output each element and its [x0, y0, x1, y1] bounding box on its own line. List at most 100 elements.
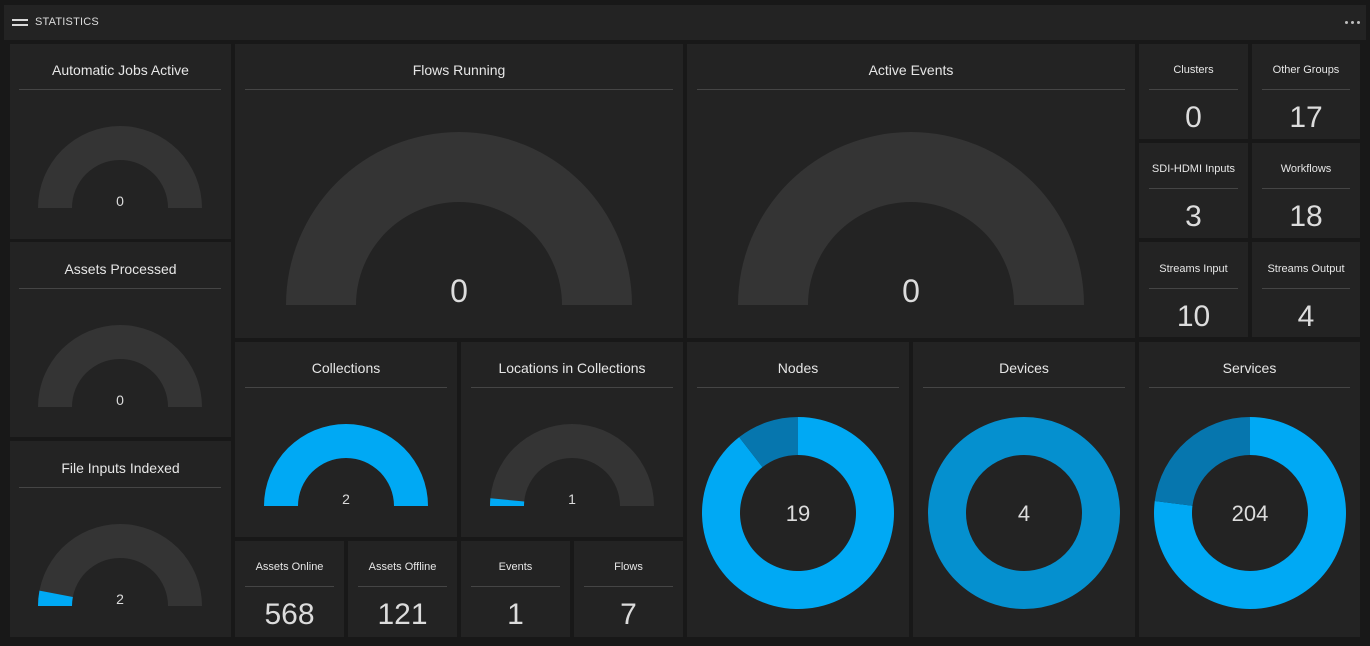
- automatic-jobs-active-gauge: 0: [38, 126, 202, 209]
- clusters-panel: Clusters 0: [1139, 44, 1248, 139]
- services-panel: Services 204: [1139, 342, 1360, 637]
- gauge-track: [38, 524, 202, 606]
- gauge-fill: [490, 498, 525, 506]
- title-divider: [245, 387, 447, 388]
- stat-value: 17: [1289, 100, 1323, 134]
- title-divider: [1262, 288, 1350, 289]
- gauge-track: [38, 126, 202, 208]
- panel-title: Devices: [999, 359, 1049, 376]
- automatic-jobs-active-panel: Automatic Jobs Active 0: [10, 44, 231, 239]
- donut-segment: [928, 417, 1120, 609]
- panel-title: Active Events: [868, 61, 954, 78]
- panel-title: SDI-HDMI Inputs: [1151, 163, 1236, 176]
- panel-title: Workflows: [1280, 163, 1332, 176]
- title-divider: [697, 387, 899, 388]
- panel-title: Other Groups: [1272, 64, 1340, 77]
- title-divider: [1262, 89, 1350, 90]
- gauge-fill: [38, 590, 73, 606]
- flows-running-panel: Flows Running 0: [235, 44, 683, 338]
- devices-donut: 4: [928, 417, 1120, 609]
- title-divider: [245, 89, 673, 90]
- services-donut: 204: [1154, 417, 1346, 609]
- nodes-panel: Nodes 19: [687, 342, 909, 637]
- gauge-value: 2: [342, 491, 350, 507]
- devices-panel: Devices 4: [913, 342, 1135, 637]
- gauge-track: [738, 132, 1084, 305]
- donut-segment: [702, 417, 894, 609]
- title-divider: [1262, 188, 1350, 189]
- header-bar: [4, 5, 1366, 40]
- gauge-value: 0: [450, 273, 468, 309]
- more-dots-icon[interactable]: [1344, 18, 1362, 28]
- stat-value: 121: [377, 597, 428, 631]
- sdi-hdmi-inputs-panel: SDI-HDMI Inputs 3: [1139, 143, 1248, 238]
- panel-title: Locations in Collections: [498, 359, 646, 376]
- collections-panel: Collections 2: [235, 342, 457, 537]
- donut-segment: [739, 417, 798, 468]
- panel-title: File Inputs Indexed: [61, 459, 180, 476]
- stat-value: 3: [1185, 199, 1202, 233]
- hamburger-menu-icon[interactable]: [12, 19, 28, 27]
- title-divider: [19, 89, 221, 90]
- title-divider: [1149, 387, 1350, 388]
- title-divider: [471, 387, 673, 388]
- assets-processed-gauge: 0: [38, 325, 202, 408]
- panel-title: Assets Offline: [368, 561, 437, 574]
- panel-title: Flows: [614, 561, 643, 574]
- panel-title: Nodes: [777, 359, 819, 376]
- gauge-track: [490, 424, 654, 506]
- title-divider: [358, 586, 447, 587]
- stat-value: 1: [507, 597, 524, 631]
- panel-title: Clusters: [1173, 64, 1214, 77]
- title-divider: [1149, 288, 1238, 289]
- gauge-track: [286, 132, 632, 305]
- panel-title: Flows Running: [412, 61, 506, 78]
- panel-title: Services: [1222, 359, 1277, 376]
- panel-title: Automatic Jobs Active: [52, 61, 189, 78]
- streams-output-panel: Streams Output 4: [1252, 242, 1360, 337]
- stat-value: 4: [1297, 299, 1315, 333]
- gauge-track: [38, 325, 202, 407]
- events-panel: Events 1: [461, 541, 570, 637]
- flows-running-gauge: 0: [286, 132, 632, 309]
- gauge-value: 0: [902, 273, 920, 309]
- locations-in-collections-gauge: 1: [490, 424, 654, 507]
- title-divider: [471, 586, 560, 587]
- title-divider: [245, 586, 334, 587]
- gauge-value: 1: [568, 491, 576, 507]
- workflows-panel: Workflows 18: [1252, 143, 1360, 238]
- active-events-panel: Active Events 0: [687, 44, 1135, 338]
- section-title: STATISTICS: [35, 16, 99, 28]
- assets-processed-panel: Assets Processed 0: [10, 242, 231, 437]
- title-divider: [19, 288, 221, 289]
- panel-title: Streams Input: [1159, 263, 1228, 276]
- collections-gauge: 2: [264, 424, 428, 507]
- donut-value: 204: [1232, 501, 1269, 526]
- file-inputs-indexed-panel: File Inputs Indexed 2: [10, 441, 231, 637]
- title-divider: [19, 487, 221, 488]
- stat-value: 10: [1176, 299, 1211, 333]
- flows-panel: Flows 7: [574, 541, 683, 637]
- title-divider: [923, 387, 1125, 388]
- donut-segment: [1154, 417, 1346, 609]
- panel-title: Events: [498, 561, 533, 574]
- title-divider: [1149, 188, 1238, 189]
- panel-title: Assets Online: [255, 561, 324, 574]
- active-events-gauge: 0: [738, 132, 1084, 309]
- stat-value: 568: [264, 597, 315, 631]
- title-divider: [1149, 89, 1238, 90]
- assets-offline-panel: Assets Offline 121: [348, 541, 457, 637]
- other-groups-panel: Other Groups 17: [1252, 44, 1360, 139]
- streams-input-panel: Streams Input 10: [1139, 242, 1248, 337]
- gauge-value: 2: [116, 591, 124, 607]
- stat-value: 7: [620, 597, 637, 631]
- assets-online-panel: Assets Online 568: [235, 541, 344, 637]
- gauge-fill: [264, 424, 428, 506]
- gauge-value: 0: [116, 392, 124, 408]
- statistics-header: STATISTICS: [0, 0, 1370, 44]
- donut-segment: [1154, 417, 1250, 506]
- panel-title: Streams Output: [1267, 263, 1345, 276]
- title-divider: [697, 89, 1125, 90]
- stat-value: 0: [1185, 100, 1202, 134]
- locations-in-collections-panel: Locations in Collections 1: [461, 342, 683, 537]
